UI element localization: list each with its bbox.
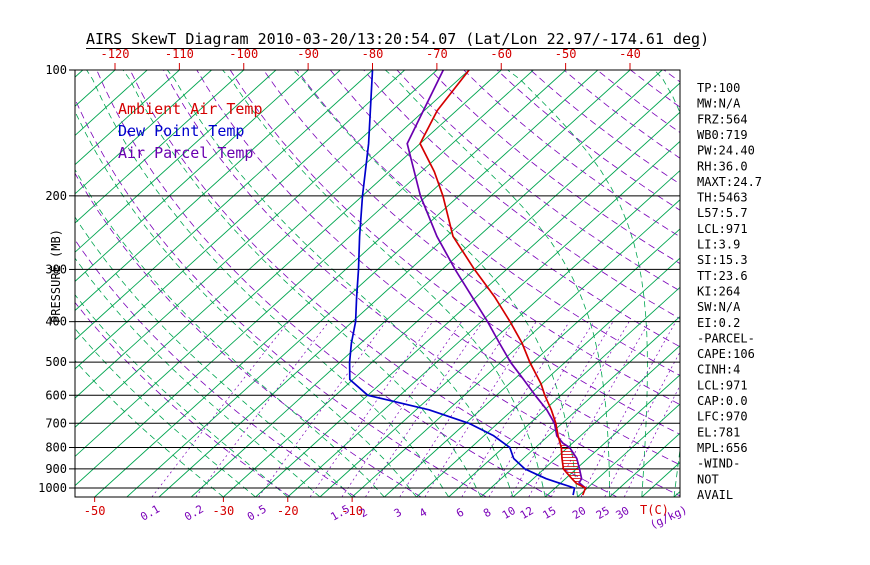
stat-line: PW:24.40 [697, 144, 755, 158]
mixing-ratio-label: 0.2 [182, 502, 206, 523]
pressure-tick-label: 800 [45, 440, 67, 454]
moist-adiabat-line [508, 70, 648, 497]
stat-line: -PARCEL- [697, 331, 755, 345]
isotherm-line [481, 70, 870, 497]
mixing-ratio-label: 10 [500, 504, 518, 522]
pressure-tick-label: 900 [45, 462, 67, 476]
temp-tick-label-top: -120 [101, 47, 130, 61]
stat-line: EL:781 [697, 425, 740, 439]
mixing-ratio-line [310, 322, 433, 497]
isotherm-line [352, 70, 823, 497]
stat-line: FRZ:564 [697, 112, 748, 126]
chart-title: AIRS SkewT Diagram 2010-03-20/13:20:54.0… [86, 30, 709, 48]
stat-line: NOT [697, 472, 719, 486]
mixing-ratio-label: 30 [614, 504, 632, 522]
stat-line: MAXT:24.7 [697, 175, 762, 189]
temp-tick-label-top: -100 [229, 47, 258, 61]
mixing-ratio-label: 15 [540, 504, 558, 522]
stat-line: LFC:970 [697, 410, 748, 424]
stat-line: WB0:719 [697, 128, 748, 142]
dew-point-curve [350, 70, 575, 495]
mixing-ratio-line [196, 322, 329, 497]
stat-line: TP:100 [697, 81, 740, 95]
pressure-tick-label: 500 [45, 355, 67, 369]
temp-tick-label-top: -80 [362, 47, 384, 61]
legend-air-parcel-temp: Air Parcel Temp [118, 144, 253, 162]
mixing-ratio-label: 0.5 [245, 502, 269, 523]
isotherm-line [0, 70, 83, 497]
stat-line: LI:3.9 [697, 238, 740, 252]
temp-tick-label-top: -70 [426, 47, 448, 61]
isotherm-line [384, 70, 855, 497]
stat-line: CAP:0.0 [697, 394, 748, 408]
mixing-ratio-line [259, 322, 386, 497]
stat-line: MW:N/A [697, 97, 741, 111]
pressure-tick-label: 700 [45, 416, 67, 430]
moist-adiabat-line [223, 70, 546, 497]
stat-line: TH:5463 [697, 191, 748, 205]
stat-line: LCL:971 [697, 378, 748, 392]
mixing-ratio-label: 20 [570, 504, 588, 522]
stat-line: SW:N/A [697, 300, 741, 314]
isotherm-line [288, 70, 759, 497]
dry-adiabat-line [430, 70, 870, 497]
stat-line: L57:5.7 [697, 206, 748, 220]
pressure-tick-label: 1000 [38, 481, 67, 495]
mixing-ratio-line [605, 322, 697, 497]
dry-adiabat-line [264, 70, 870, 497]
stat-line: TT:23.6 [697, 269, 748, 283]
stat-line: EI:0.2 [697, 316, 740, 330]
dry-adiabat-line [364, 70, 870, 497]
dry-adiabat-line [397, 70, 870, 497]
stat-line: CAPE:106 [697, 347, 755, 361]
stat-line: KI:264 [697, 284, 740, 298]
stat-line: AVAIL [697, 488, 733, 502]
pressure-tick-label: 200 [45, 189, 67, 203]
legend-ambient-air-temp: Ambient Air Temp [118, 100, 263, 118]
dry-adiabat-line [497, 70, 870, 497]
mixing-ratio-label: 2 [358, 506, 370, 521]
isotherm-line [191, 70, 662, 497]
pressure-axis-title: PRESSURE (MB) [49, 229, 63, 323]
isotherm-line [30, 70, 501, 497]
isotherm-line [513, 70, 870, 497]
stat-line: LCL:971 [697, 222, 748, 236]
stat-line: RH:36.0 [697, 159, 748, 173]
mixing-ratio-label: 12 [518, 504, 536, 522]
temp-tick-label-bottom: -30 [213, 504, 235, 518]
mixing-ratio-label: 0.1 [138, 502, 162, 523]
mixing-ratio-label: 4 [417, 505, 430, 520]
mixing-ratio-label: 25 [594, 504, 612, 522]
moist-adiabat-line [293, 70, 578, 497]
stat-line: -WIND- [697, 457, 740, 471]
temp-tick-label-top: -40 [619, 47, 641, 61]
mixing-ratio-line [511, 322, 613, 497]
isotherm-line [642, 70, 870, 497]
stat-line: CINH:4 [697, 363, 740, 377]
temp-tick-label-top: -90 [297, 47, 319, 61]
pressure-tick-label: 100 [45, 63, 67, 77]
temp-tick-label-top: -60 [490, 47, 512, 61]
dry-adiabat-line [197, 70, 748, 497]
temp-tick-label-top: -50 [555, 47, 577, 61]
mixing-ratio-label: 6 [454, 506, 466, 521]
temp-tick-label-top: -110 [165, 47, 194, 61]
temperature-curves [350, 70, 586, 495]
dry-adiabat-line [631, 70, 870, 497]
isotherm-line [449, 70, 870, 497]
stat-line: MPL:656 [697, 441, 748, 455]
mixing-ratio-label: 3 [392, 506, 404, 521]
mixing-ratio-label: 8 [481, 506, 493, 521]
temp-tick-label-bottom: -50 [84, 504, 106, 518]
mixing-ratio-line [581, 322, 676, 497]
stat-line: SI:15.3 [697, 253, 748, 267]
ambient-temp-curve [420, 70, 585, 495]
legend-dew-point-temp: Dew Point Temp [118, 122, 244, 140]
pressure-tick-label: 600 [45, 388, 67, 402]
temp-tick-label-bottom: -20 [277, 504, 299, 518]
dry-adiabat-line [664, 70, 870, 497]
